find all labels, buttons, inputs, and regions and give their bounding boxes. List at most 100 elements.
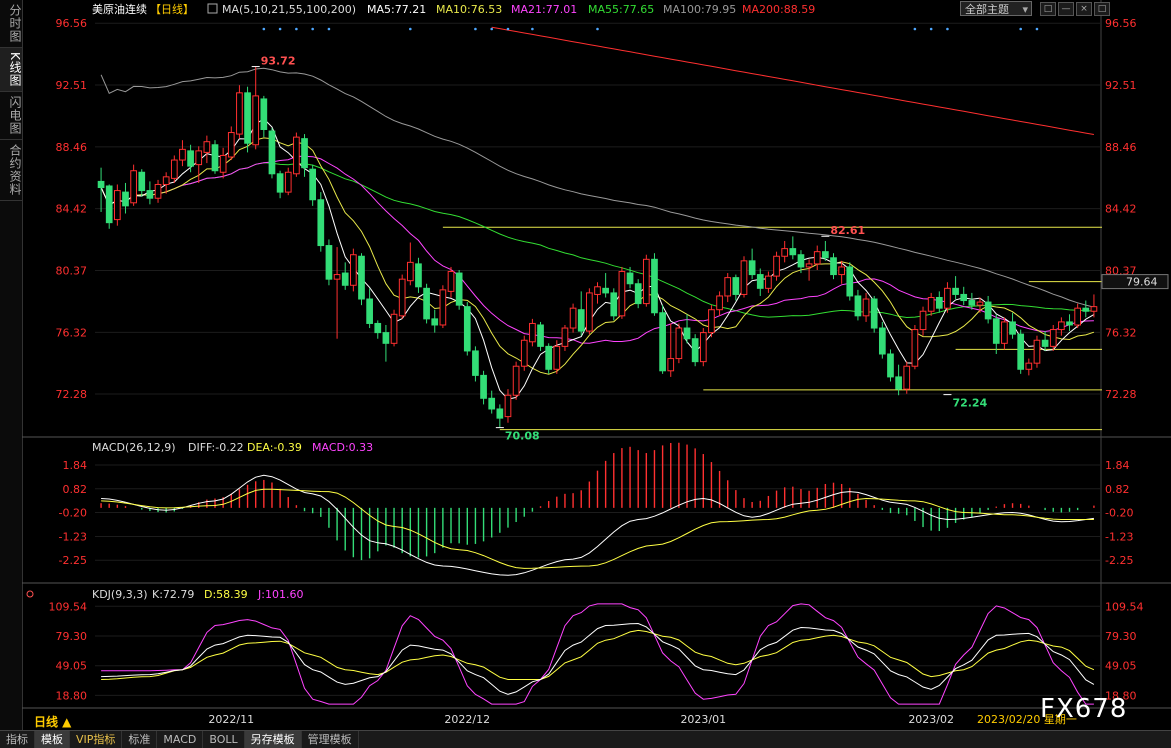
bottom-tab-2[interactable]: VIP指标 [70,731,123,748]
candle-26 [309,164,317,206]
candle-112 [1009,312,1016,339]
candle-47 [480,370,487,405]
candle-body-77 [724,277,732,297]
candle-122 [1090,294,1098,318]
candle-117 [1049,324,1057,351]
candle-body-5 [138,171,146,192]
candle-body-1 [105,185,113,224]
current-price-box [1101,274,1169,290]
candle-body-47 [480,374,487,399]
price-left-tick-4: 80.37 [56,264,88,277]
sidebar-tab-1[interactable]: K线图 [0,48,22,92]
bottom-tab-1[interactable]: 模板 [35,731,70,748]
candle-45 [463,302,471,356]
bottom-tab-7[interactable]: 管理模板 [302,731,359,748]
candle-98 [895,364,902,396]
candle-20 [260,95,268,138]
x-tick-3: 2023/02 [908,713,954,726]
candle-87 [805,259,813,281]
candle-body-32 [358,255,365,300]
candle-body-51 [512,365,520,396]
candle-79 [740,256,748,298]
window-button-2[interactable]: × [1076,2,1092,16]
candle-7 [154,179,162,203]
theme-select[interactable]: 全部主题 ▾ [960,1,1032,16]
signal-dot-2 [295,27,298,31]
candle-body-58 [569,307,577,329]
window-button-3[interactable]: □ [1094,2,1110,16]
signal-dot-5 [409,27,412,31]
candle-body-37 [398,278,406,317]
candle-100 [911,324,919,370]
candle-body-19 [252,95,260,146]
candle-71 [675,323,683,364]
bottom-tab-6[interactable]: 另存模板 [244,731,302,748]
kdj-panel: 109.54 109.54 79.30 79.30 49.05 49.05 18.80 18.… [49,600,1144,705]
symbol-title: 美原油连续 [92,2,147,16]
window-button-0[interactable]: □ [1040,2,1056,16]
candle-27 [317,192,325,252]
candle-121 [1082,300,1090,318]
candle-34 [374,320,382,339]
candle-body-31 [350,254,357,286]
period-button[interactable]: 日线 ▲ [34,715,72,729]
candle-76 [716,291,723,316]
sidebar-tab-0[interactable]: 分时图 [0,0,22,48]
candle-2 [113,184,121,226]
candle-8 [162,172,170,194]
candle-body-110 [992,318,1000,344]
sidebar-tab-2[interactable]: 闪电图 [0,92,22,140]
candle-82 [765,271,772,293]
candle-88 [813,245,821,270]
candle-body-22 [276,173,284,193]
signal-dot-6 [474,27,477,31]
candle-body-73 [691,338,699,363]
sidebar: 分时图 K线图 闪电图 合约资料 [0,0,23,730]
signal-dot-8 [506,27,510,31]
candle-body-48 [488,397,496,410]
candle-10 [179,140,186,167]
candle-body-102 [927,296,935,312]
price-right-tick-5: 76.32 [1105,326,1137,339]
candle-66 [634,279,642,309]
macd-legend-1: DIFF:-0.22 [188,441,244,454]
candle-114 [1025,358,1033,376]
candle-body-67 [642,258,650,305]
candle-body-117 [1049,329,1057,347]
candle-body-24 [293,136,300,175]
candle-body-62 [602,287,609,294]
chart-canvas[interactable]: 96.56 96.56 92.51 92.51 88.46 88.46 84.42 84.42… [22,0,1171,730]
candle-54 [537,321,544,351]
candle-body-15 [219,154,227,173]
bottom-tab-4[interactable]: MACD [157,731,204,748]
sidebar-tab-3[interactable]: 合约资料 [0,140,22,201]
extreme-label-3: 72.24 [952,397,987,410]
window-button-1[interactable]: — [1058,2,1074,16]
signal-dot-15 [1035,27,1039,31]
candle-body-113 [1017,333,1025,370]
candle-body-90 [830,257,837,276]
candle-72 [683,314,691,344]
extreme-label-0: 93.72 [261,55,296,68]
candle-body-34 [374,322,382,334]
candle-52 [520,335,528,371]
candle-body-49 [496,408,504,419]
price-left-tick-6: 72.28 [56,388,88,401]
macd-dea-line [101,488,1094,569]
bottom-tab-5[interactable]: BOLL [203,731,245,748]
candle-18 [244,86,251,153]
candle-62 [602,273,609,298]
candle-body-107 [968,300,976,306]
bottom-tab-3[interactable]: 标准 [122,731,158,748]
candle-body-8 [162,176,170,185]
price-left-tick-1: 92.51 [56,79,88,92]
macd-panel: 1.84 1.84 0.82 0.82 -0.20 -0.20 -1.23 -1.23 -2.2… [59,442,1133,576]
bottom-tab-0[interactable]: 指标 [0,731,35,748]
theme-select-value: 全部主题 [965,3,1009,16]
candle-body-118 [1058,321,1065,331]
candle-3 [122,182,129,214]
signal-dot-4 [327,27,331,31]
candle-body-75 [708,309,715,334]
ma-settings-icon [207,3,218,14]
candle-body-27 [317,199,325,247]
